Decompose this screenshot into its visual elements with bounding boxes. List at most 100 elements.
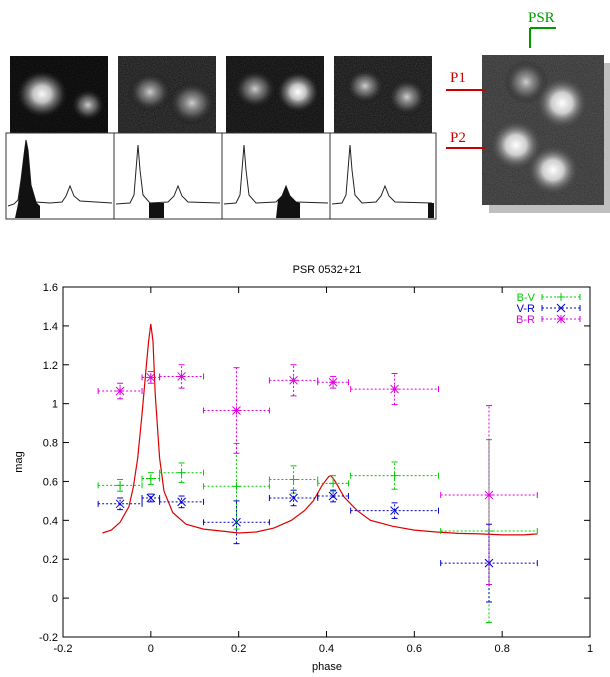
marker-stroke	[177, 497, 186, 507]
x-tick-label: 0.6	[407, 643, 422, 655]
marker-stroke	[328, 491, 338, 501]
data-point-b-r	[159, 364, 205, 389]
p2-label: P2	[450, 130, 466, 146]
y-tick-label: 0	[52, 593, 58, 605]
marker-plus	[329, 479, 338, 488]
marker-cross	[328, 491, 338, 501]
marker-star	[289, 375, 298, 385]
annotations: PSR P1 P2	[446, 10, 556, 149]
marker-cross	[146, 493, 156, 503]
plot-area	[62, 286, 591, 638]
data-point-v-r	[268, 489, 319, 507]
data-point-v-r	[141, 493, 161, 503]
light-curve-3	[223, 144, 329, 205]
marker-cross	[177, 497, 186, 507]
phase-window-1	[15, 140, 40, 218]
image-strip	[10, 56, 432, 133]
x-axis-title: phase	[312, 661, 342, 673]
marker-cross	[289, 493, 298, 503]
data-point-b-v	[159, 462, 205, 483]
light-curve-4	[331, 144, 433, 205]
marker-plus	[146, 474, 155, 483]
data-point-b-v	[97, 479, 143, 492]
y-tick-label: 0.8	[43, 438, 58, 450]
light-curve-2	[115, 144, 221, 205]
x-tick-label: 1	[587, 643, 593, 655]
marker-stroke	[328, 377, 338, 387]
x-tick-label: 0.4	[319, 643, 334, 655]
data-point-v-r	[159, 495, 205, 509]
data-point-b-v	[141, 472, 161, 485]
legend-marker-plus	[557, 293, 565, 301]
legend-marker-cross	[556, 303, 566, 313]
legend-label: V-R	[517, 303, 535, 315]
data-point-b-r	[317, 375, 349, 389]
data-point-v-r	[350, 502, 439, 519]
marker-plus	[116, 481, 125, 490]
x-axis: -0.2 0 0.2 0.4 0.6 0.8 1	[54, 287, 593, 655]
y-axis: -0.2 0 0.2 0.4 0.6 0.8 1 1.2 1.4 1.6	[39, 282, 590, 644]
data-point-b-v	[203, 443, 270, 530]
y-tick-label: 0.6	[43, 476, 58, 488]
marker-star	[484, 490, 494, 500]
image-frame-4	[334, 56, 432, 133]
series-layer	[97, 364, 538, 623]
legend-entry-b-r: B-R	[516, 314, 581, 326]
image-frame-2	[118, 56, 216, 133]
p1-label: P1	[450, 70, 466, 86]
legend-entry-b-v: B-V	[517, 292, 581, 304]
marker-stroke	[289, 493, 298, 503]
image-frame-1	[10, 56, 108, 133]
marker-stroke	[556, 303, 566, 313]
y-tick-label: -0.2	[39, 632, 58, 644]
light-curve-strip	[5, 132, 437, 220]
marker-stroke	[146, 493, 156, 503]
model-light-curve	[102, 323, 538, 536]
data-point-v-r	[317, 489, 349, 503]
marker-stroke	[390, 384, 399, 394]
data-point-v-r	[203, 500, 270, 545]
marker-stroke	[484, 490, 494, 500]
psr-marker-arm	[529, 27, 556, 48]
y-tick-label: 1	[52, 399, 58, 411]
marker-plus	[232, 482, 241, 491]
marker-stroke	[177, 372, 186, 381]
series-b-v	[97, 439, 538, 623]
model-curve-layer	[102, 323, 538, 536]
marker-stroke	[115, 499, 125, 509]
marker-stroke	[146, 373, 156, 382]
marker-star	[115, 386, 125, 396]
data-point-b-r	[350, 373, 439, 406]
x-tick-label: 0	[148, 643, 154, 655]
marker-star	[232, 406, 241, 415]
x-tick-label: -0.2	[54, 643, 73, 655]
phase-window-3	[276, 186, 300, 218]
y-tick-label: 0.4	[43, 515, 58, 527]
marker-stroke	[232, 517, 241, 527]
marker-star	[390, 384, 399, 394]
data-point-b-r	[97, 382, 143, 400]
data-point-b-r	[203, 367, 270, 454]
data-point-b-r	[268, 364, 319, 397]
chart: PSR 0532+21 -0.2 0 0.2 0.4 0.6 0.8 1 -0.2 0 0.2 0…	[13, 264, 593, 673]
y-axis-title: mag	[13, 451, 25, 472]
data-point-v-r	[97, 497, 143, 511]
marker-cross	[232, 517, 241, 527]
legend-entry-v-r: V-R	[517, 303, 581, 315]
legend-label: B-R	[516, 314, 535, 326]
data-point-b-r	[440, 405, 538, 585]
y-tick-label: 1.2	[43, 360, 58, 372]
data-point-b-v	[268, 465, 319, 494]
x-tick-label: 0.2	[231, 643, 246, 655]
phase-window-4	[428, 203, 434, 218]
marker-cross	[115, 499, 125, 509]
y-tick-label: 1.4	[43, 321, 58, 333]
marker-stroke	[390, 506, 399, 515]
data-point-b-v	[350, 461, 439, 490]
legend-label: B-V	[517, 292, 536, 304]
marker-star	[146, 373, 156, 382]
marker-plus	[390, 471, 399, 480]
series-b-r	[97, 364, 538, 585]
marker-stroke	[556, 314, 566, 324]
marker-cross	[390, 506, 399, 515]
